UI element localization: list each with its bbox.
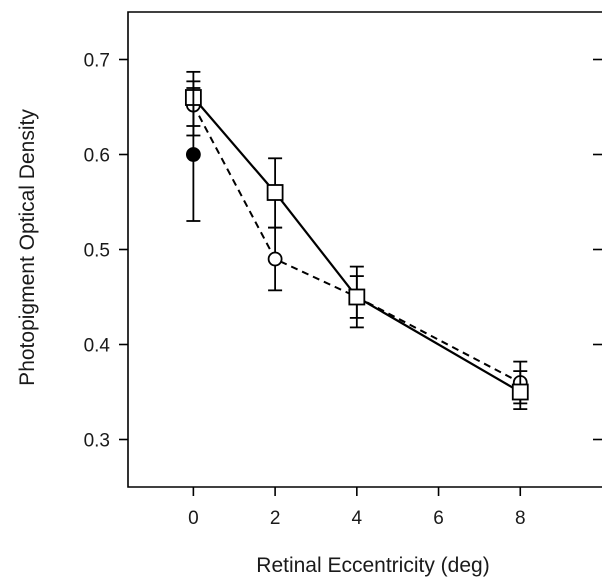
series-line — [192, 104, 521, 384]
data-point — [185, 147, 201, 162]
axes: 0.3 0.4 0.5 0.6 0.7 0 2 4 6 8 — [84, 11, 602, 529]
x-tick-label: 6 — [433, 508, 444, 529]
y-axis-title: Photopigment Optical Density — [16, 109, 39, 386]
x-tick-label: 8 — [515, 508, 526, 529]
series-layer — [184, 70, 529, 411]
y-tick-label: 0.5 — [84, 241, 110, 262]
data-point — [348, 288, 366, 306]
series-filled-circle — [185, 87, 201, 222]
y-tick-label: 0.6 — [84, 146, 110, 167]
y-tick-label: 0.4 — [84, 336, 111, 357]
x-axis-title: Retinal Eccentricity (deg) — [256, 554, 489, 577]
plot-frame — [127, 11, 602, 488]
x-tick-label: 4 — [352, 508, 363, 529]
x-tick-label: 2 — [270, 508, 281, 529]
y-tick-label: 0.7 — [84, 51, 110, 72]
series-line — [192, 96, 521, 393]
series-open-circle — [185, 80, 528, 405]
data-point — [511, 383, 529, 401]
series-open-square — [184, 70, 529, 411]
data-point — [267, 251, 283, 267]
x-tick-label: 0 — [188, 508, 199, 529]
data-point — [266, 184, 284, 201]
y-tick-label: 0.3 — [84, 431, 110, 452]
